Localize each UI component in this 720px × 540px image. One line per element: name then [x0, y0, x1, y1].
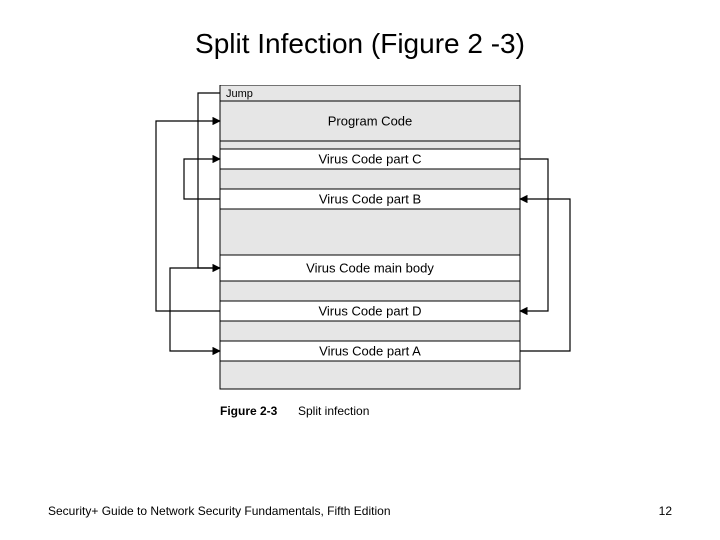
slide: Split Infection (Figure 2 -3) Jump Progra…: [0, 0, 720, 540]
block-g1: [220, 141, 520, 149]
block-g6: [220, 361, 520, 389]
page-number: 12: [659, 504, 672, 518]
arrow-jump-to-main: [198, 93, 220, 268]
footer-source: Security+ Guide to Network Security Fund…: [48, 504, 391, 518]
block-g4: [220, 281, 520, 301]
arrow-partA-to-partB: [520, 199, 570, 351]
label-jump: Jump: [226, 88, 253, 100]
label-partC: Virus Code part C: [318, 151, 421, 166]
label-prog: Program Code: [328, 113, 413, 128]
split-infection-diagram: Jump Program Code Virus Code part C Virus C…: [135, 85, 585, 485]
arrow-partC-to-partD: [520, 159, 548, 311]
figure-number: Figure 2-3: [220, 404, 278, 418]
block-g5: [220, 321, 520, 341]
block-g2: [220, 169, 520, 189]
block-jump: [220, 85, 520, 101]
arrow-main-to-partA: [170, 268, 220, 351]
block-g3: [220, 209, 520, 255]
arrow-partD-to-prog: [156, 121, 220, 311]
label-partB: Virus Code part B: [319, 191, 421, 206]
figure-caption: Split infection: [298, 404, 369, 418]
label-partD: Virus Code part D: [318, 303, 421, 318]
label-main: Virus Code main body: [306, 260, 434, 275]
arrow-partB-to-partC: [184, 159, 220, 199]
diagram-svg: Jump Program Code Virus Code part C Virus C…: [135, 85, 585, 485]
label-partA: Virus Code part A: [319, 343, 421, 358]
slide-title: Split Infection (Figure 2 -3): [0, 28, 720, 60]
